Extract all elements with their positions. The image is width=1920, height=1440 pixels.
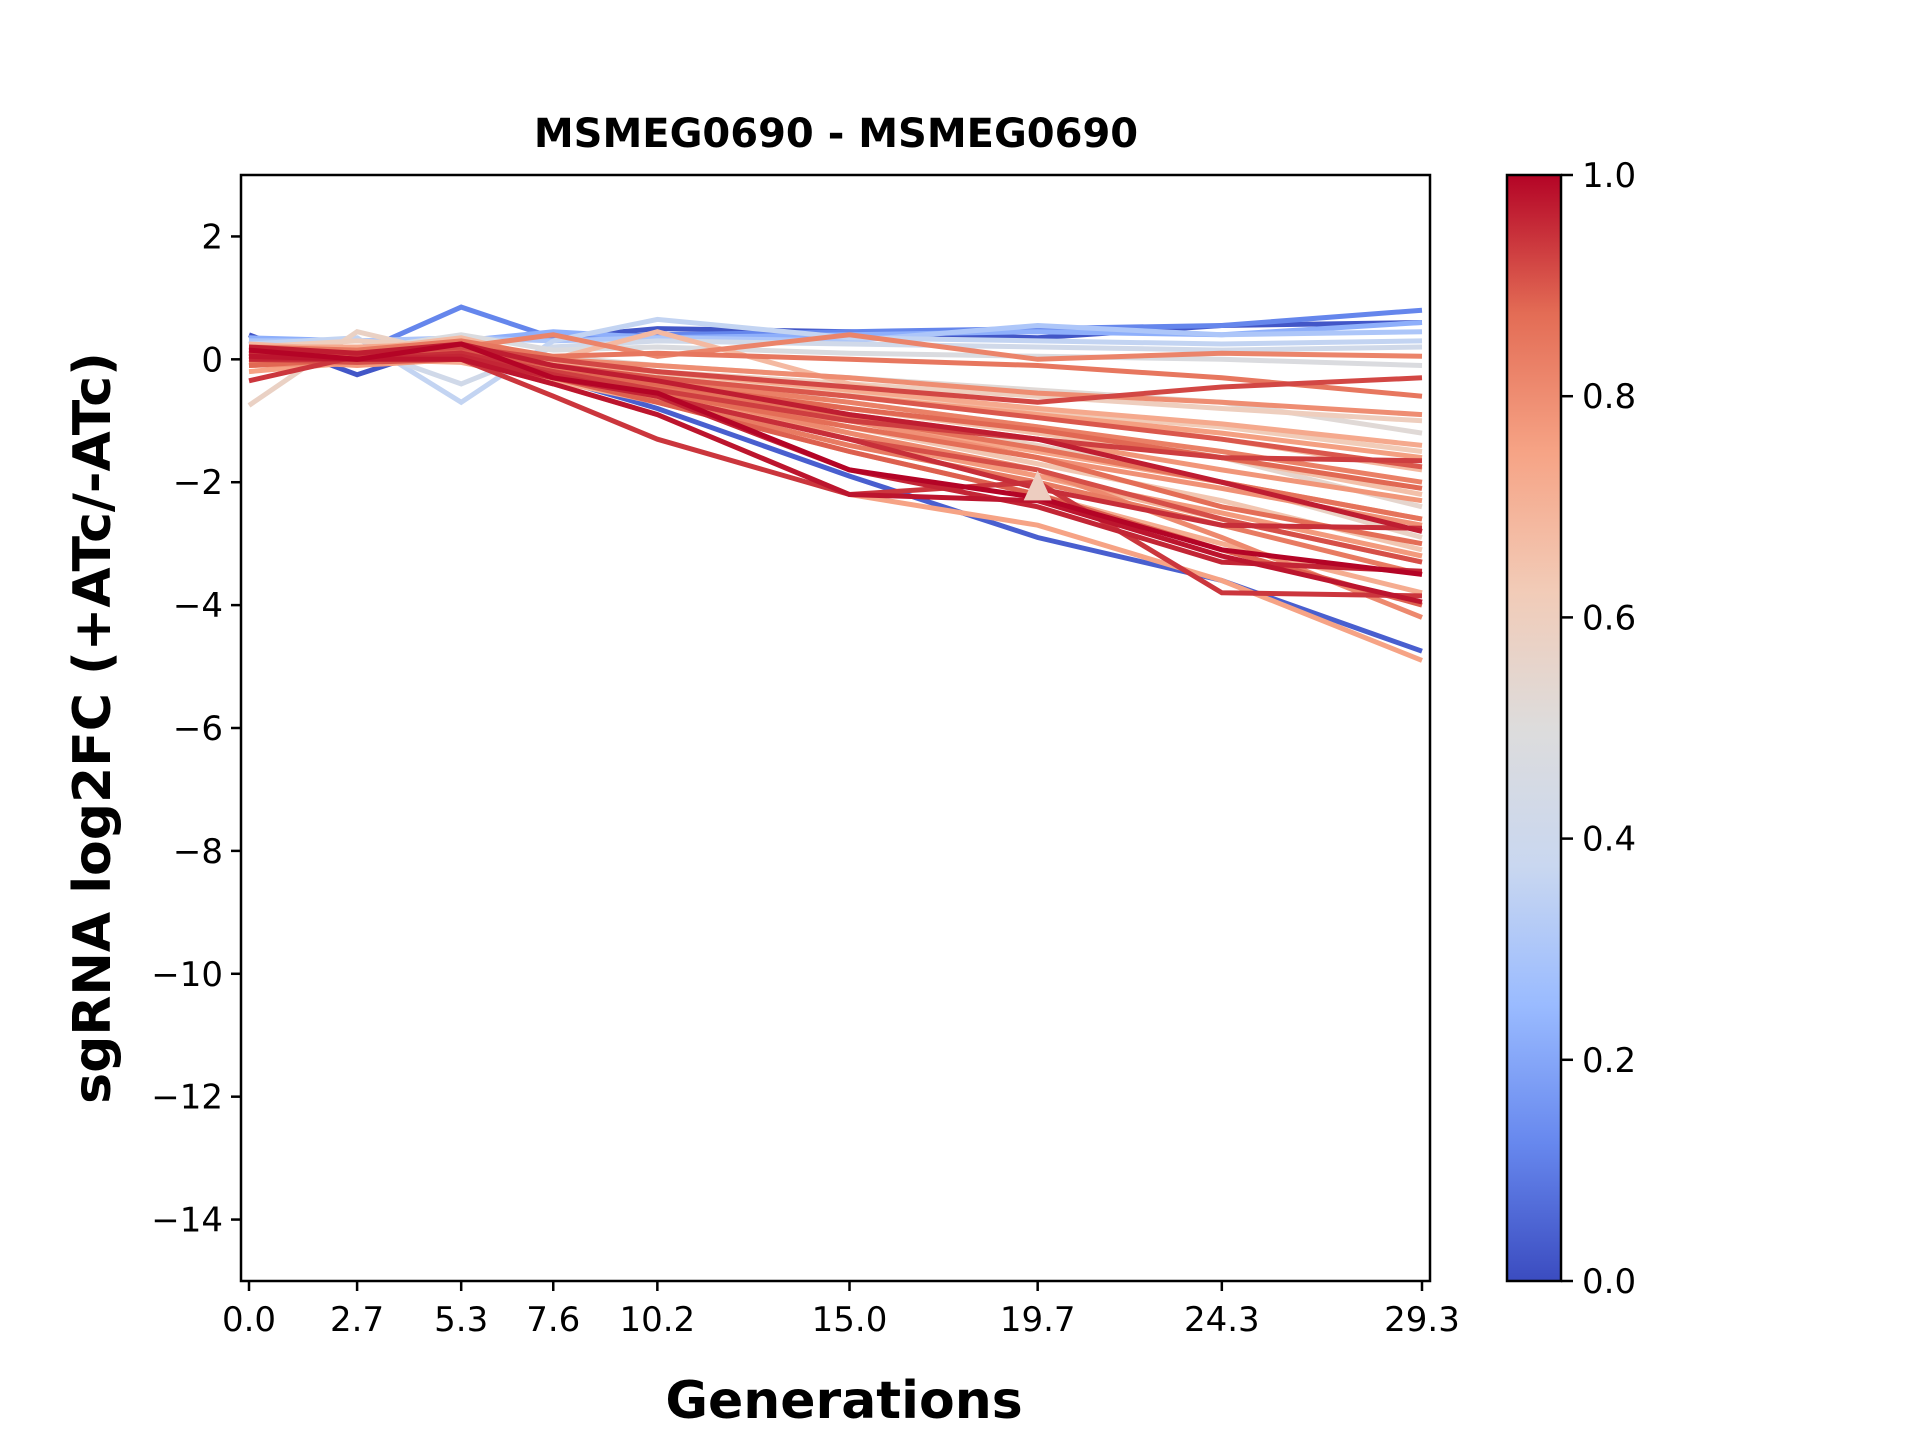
y-tick-label: 2 [201, 217, 223, 257]
x-tick-label: 15.0 [812, 1300, 888, 1340]
series-line-31 [248, 338, 1423, 399]
colorbar-ticks: 0.0 0.2 0.4 0.6 0.8 1.0 [1561, 156, 1636, 1302]
marker-layer [1023, 470, 1052, 501]
colorbar-tick-label: 0.0 [1582, 1262, 1636, 1302]
colorbar-tick-label: 0.6 [1582, 598, 1636, 638]
colorbar-tick-label: 0.8 [1582, 377, 1636, 417]
x-tick-label: 7.6 [526, 1300, 580, 1340]
colorbar-tick-label: 0.2 [1582, 1041, 1636, 1081]
series-line-43 [248, 341, 1423, 534]
x-axis: 0.0 2.7 5.3 7.6 10.2 15.0 19.7 24.3 29.3 [222, 1281, 1460, 1340]
y-tick-label: 0 [201, 340, 223, 380]
x-tick-label: 29.3 [1384, 1300, 1460, 1340]
x-tick-label: 10.2 [619, 1300, 695, 1340]
colorbar-tick-label: 0.4 [1582, 820, 1636, 860]
x-tick-label: 2.7 [330, 1300, 384, 1340]
colorbar: 0.0 0.2 0.4 0.6 0.8 1.0 [1505, 156, 1636, 1302]
series-line-45 [248, 341, 1423, 577]
y-tick-label: −12 [151, 1078, 223, 1118]
y-tick-label: −4 [173, 586, 223, 626]
chart-title: MSMEG0690 - MSMEG0690 [534, 111, 1138, 157]
x-tick-label: 24.3 [1184, 1300, 1260, 1340]
x-axis-label: Generations [665, 1371, 1022, 1431]
series-line-44 [248, 353, 1423, 605]
y-axis-label: sgRNA log2FC (+ATc/-ATc) [63, 352, 123, 1104]
x-tick-label: 5.3 [434, 1300, 488, 1340]
colorbar-gradient [1505, 173, 1563, 1283]
x-tick-label: 19.7 [1000, 1300, 1076, 1340]
y-axis: 2 0 −2 −4 −6 −8 −10 −12 −14 [151, 217, 241, 1241]
triangle-marker [1023, 470, 1052, 501]
y-tick-label: −10 [151, 955, 223, 995]
y-tick-label: −2 [173, 463, 223, 503]
y-tick-label: −6 [173, 709, 223, 749]
series-layer [247, 304, 1423, 663]
y-tick-label: −8 [173, 832, 223, 872]
y-tick-label: −14 [151, 1201, 223, 1241]
x-tick-label: 0.0 [222, 1300, 276, 1340]
colorbar-tick-label: 1.0 [1582, 156, 1636, 196]
